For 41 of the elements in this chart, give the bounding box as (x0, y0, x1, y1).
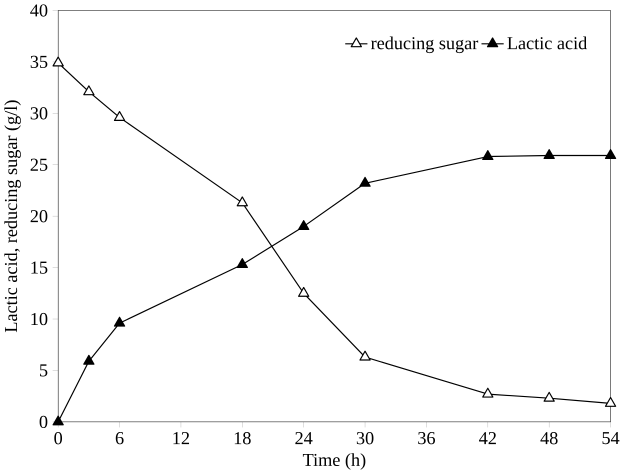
y-tick-label: 40 (30, 4, 48, 17)
x-tick-label: 36 (418, 432, 435, 444)
point (604, 396, 616, 407)
point (359, 176, 371, 187)
point (359, 350, 371, 361)
x-tick-label: 6 (116, 432, 124, 444)
x-tick-label: 18 (234, 432, 251, 444)
x-tick-label: 54 (602, 432, 620, 444)
y-tick-label: 20 (30, 210, 48, 222)
legend-label: Lactic acid (507, 36, 588, 50)
y-tick-label: 15 (31, 261, 48, 274)
point (544, 149, 555, 159)
y-tick-label: 0 (40, 416, 48, 428)
legend-label: reducing sugar (370, 36, 478, 54)
y-tick-label: 35 (30, 56, 48, 68)
point (298, 220, 310, 230)
x-axis-title: Time (h) (302, 453, 366, 470)
x-tick-label: 12 (173, 432, 190, 444)
point (482, 388, 494, 398)
y-tick-label: 30 (30, 107, 48, 120)
point (114, 110, 126, 121)
point (236, 196, 248, 206)
y-tick-label: 10 (31, 312, 48, 326)
point (52, 56, 64, 66)
y-tick-label: 25 (30, 158, 48, 171)
point (236, 258, 248, 268)
point (52, 415, 64, 426)
point (114, 316, 126, 327)
x-tick-label: 0 (54, 432, 62, 444)
x-tick-label: 42 (479, 432, 496, 444)
point (298, 286, 310, 297)
point (83, 85, 95, 96)
y-tick-label: 5 (40, 364, 48, 376)
y-axis-title: Lactic acid, reducing sugar (g/l) (4, 100, 21, 332)
x-tick-label: 48 (540, 432, 558, 444)
x-tick-label: 24 (295, 432, 313, 444)
point (83, 354, 95, 365)
point (544, 392, 555, 402)
point (482, 150, 494, 160)
point (604, 149, 616, 159)
x-tick-label: 30 (356, 432, 374, 444)
